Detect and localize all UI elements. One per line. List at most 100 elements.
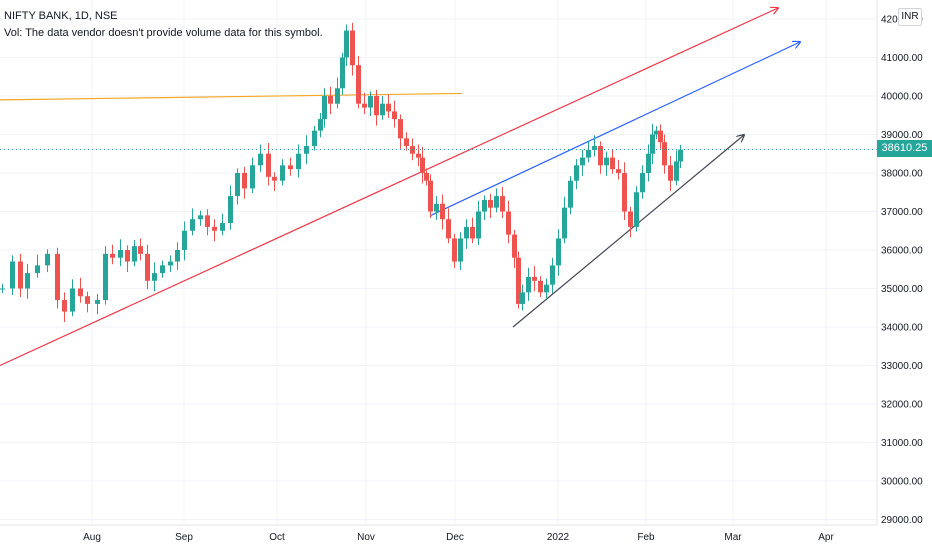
- candle-body[interactable]: [544, 284, 549, 293]
- candle-body[interactable]: [604, 157, 609, 166]
- candle-body[interactable]: [62, 300, 67, 312]
- candle-body[interactable]: [35, 265, 40, 274]
- candle-body[interactable]: [556, 238, 561, 266]
- candle-body[interactable]: [25, 273, 30, 289]
- candle-body[interactable]: [168, 261, 173, 266]
- candle-body[interactable]: [182, 230, 187, 250]
- trendline-orange[interactable]: [0, 92, 463, 101]
- candle-body[interactable]: [190, 219, 195, 231]
- candle-body[interactable]: [610, 157, 615, 170]
- candle-body[interactable]: [574, 165, 579, 181]
- candle-body[interactable]: [220, 223, 225, 231]
- candle-body[interactable]: [532, 276, 537, 281]
- candle-body[interactable]: [658, 130, 663, 143]
- candle-body[interactable]: [424, 173, 429, 181]
- candle-body[interactable]: [10, 261, 15, 289]
- candle-body[interactable]: [650, 134, 655, 154]
- candle-body[interactable]: [258, 153, 263, 166]
- symbol-title[interactable]: NIFTY BANK, 1D, NSE: [4, 10, 118, 22]
- candle-body[interactable]: [374, 96, 379, 116]
- candlestick-series[interactable]: [0, 22, 683, 322]
- candle-body[interactable]: [386, 103, 391, 112]
- candle-body[interactable]: [328, 96, 333, 104]
- candle-body[interactable]: [350, 30, 355, 66]
- candle-body[interactable]: [446, 219, 451, 239]
- candle-body[interactable]: [335, 88, 340, 104]
- candle-body[interactable]: [138, 246, 143, 254]
- candle-body[interactable]: [640, 173, 645, 193]
- candle-body[interactable]: [110, 253, 115, 258]
- candle-body[interactable]: [312, 130, 317, 147]
- candle-body[interactable]: [628, 211, 633, 227]
- candle-body[interactable]: [95, 300, 100, 304]
- candle-body[interactable]: [235, 173, 240, 197]
- candle-body[interactable]: [266, 153, 271, 177]
- candle-body[interactable]: [494, 196, 499, 208]
- candle-body[interactable]: [85, 296, 90, 304]
- candle-body[interactable]: [340, 57, 345, 89]
- trendline-red[interactable]: [0, 8, 778, 367]
- candle-body[interactable]: [45, 253, 50, 266]
- candle-body[interactable]: [362, 103, 367, 108]
- candle-body[interactable]: [440, 203, 445, 220]
- candle-body[interactable]: [18, 261, 23, 289]
- candle-body[interactable]: [288, 165, 293, 170]
- candle-body[interactable]: [634, 192, 639, 227]
- candle-body[interactable]: [392, 111, 397, 120]
- candle-body[interactable]: [160, 265, 165, 274]
- candle-body[interactable]: [318, 119, 323, 131]
- candle-body[interactable]: [646, 153, 651, 173]
- candle-body[interactable]: [482, 199, 487, 212]
- candle-body[interactable]: [55, 253, 60, 301]
- candle-body[interactable]: [452, 238, 457, 262]
- candle-body[interactable]: [428, 180, 433, 212]
- candle-body[interactable]: [250, 165, 255, 189]
- candle-body[interactable]: [103, 253, 108, 301]
- candle-body[interactable]: [280, 165, 285, 181]
- candle-body[interactable]: [500, 196, 505, 212]
- candle-body[interactable]: [520, 292, 525, 304]
- candle-body[interactable]: [398, 119, 403, 139]
- candle-body[interactable]: [580, 157, 585, 166]
- candle-body[interactable]: [550, 265, 555, 285]
- candle-body[interactable]: [538, 280, 543, 293]
- candle-body[interactable]: [78, 288, 83, 297]
- candle-body[interactable]: [404, 138, 409, 147]
- candle-body[interactable]: [175, 250, 180, 262]
- candle-body[interactable]: [488, 199, 493, 208]
- candle-body[interactable]: [420, 157, 425, 173]
- candle-body[interactable]: [344, 30, 349, 58]
- candle-body[interactable]: [356, 65, 361, 104]
- candle-body[interactable]: [70, 288, 75, 312]
- time-axis[interactable]: Aug Sep Oct Nov Dec 2022 Feb Mar Apr: [0, 524, 877, 543]
- candle-body[interactable]: [458, 238, 463, 262]
- currency-badge[interactable]: INR: [898, 8, 922, 26]
- candle-body[interactable]: [0, 288, 5, 290]
- candle-body[interactable]: [616, 169, 621, 173]
- candle-body[interactable]: [322, 96, 327, 120]
- candle-body[interactable]: [296, 153, 301, 170]
- candle-body[interactable]: [304, 146, 309, 154]
- candle-body[interactable]: [662, 142, 667, 166]
- candle-body[interactable]: [205, 215, 210, 227]
- candle-body[interactable]: [125, 250, 130, 262]
- candle-body[interactable]: [506, 211, 511, 235]
- candle-body[interactable]: [562, 207, 567, 239]
- candle-body[interactable]: [228, 196, 233, 224]
- candle-body[interactable]: [470, 226, 475, 239]
- candle-body[interactable]: [476, 211, 481, 239]
- candle-body[interactable]: [434, 203, 439, 212]
- candle-body[interactable]: [586, 149, 591, 158]
- candle-body[interactable]: [464, 226, 469, 239]
- candle-body[interactable]: [598, 146, 603, 166]
- candle-body[interactable]: [152, 273, 157, 281]
- candle-body[interactable]: [568, 180, 573, 208]
- candle-body[interactable]: [526, 276, 531, 293]
- candle-body[interactable]: [118, 250, 123, 258]
- trendlines[interactable]: [0, 8, 800, 367]
- candle-body[interactable]: [512, 234, 517, 258]
- candle-body[interactable]: [678, 149, 683, 162]
- candle-body[interactable]: [654, 130, 659, 135]
- candle-body[interactable]: [592, 146, 597, 150]
